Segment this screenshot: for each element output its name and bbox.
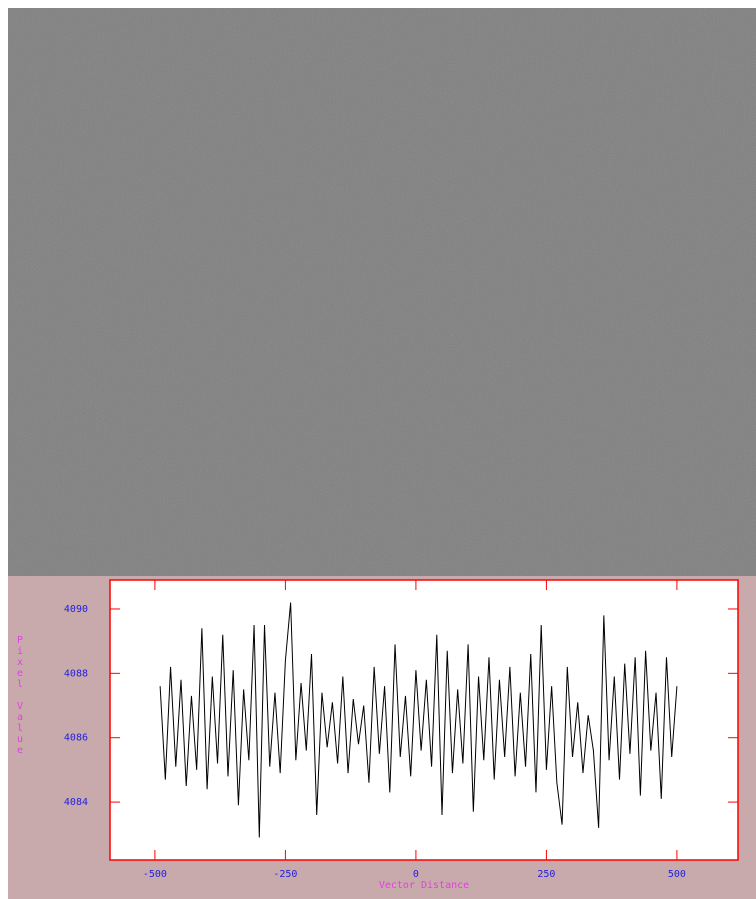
x-tick-label: -500 bbox=[143, 869, 167, 880]
x-tick-label: -250 bbox=[273, 869, 297, 880]
x-tick-label: 250 bbox=[537, 869, 555, 880]
image-noise bbox=[8, 8, 756, 576]
x-axis-label: Vector Distance bbox=[379, 880, 469, 891]
x-tick-label: 0 bbox=[413, 869, 419, 880]
plot-frame bbox=[110, 580, 738, 860]
y-tick-label: 4084 bbox=[64, 797, 88, 808]
y-tick-label: 4088 bbox=[64, 668, 88, 679]
x-tick-label: 500 bbox=[668, 869, 686, 880]
y-tick-label: 4090 bbox=[64, 604, 88, 615]
y-tick-label: 4086 bbox=[64, 733, 88, 744]
viewer: Vector Distance Pixel Value -500 -250 0 250… bbox=[0, 0, 756, 899]
